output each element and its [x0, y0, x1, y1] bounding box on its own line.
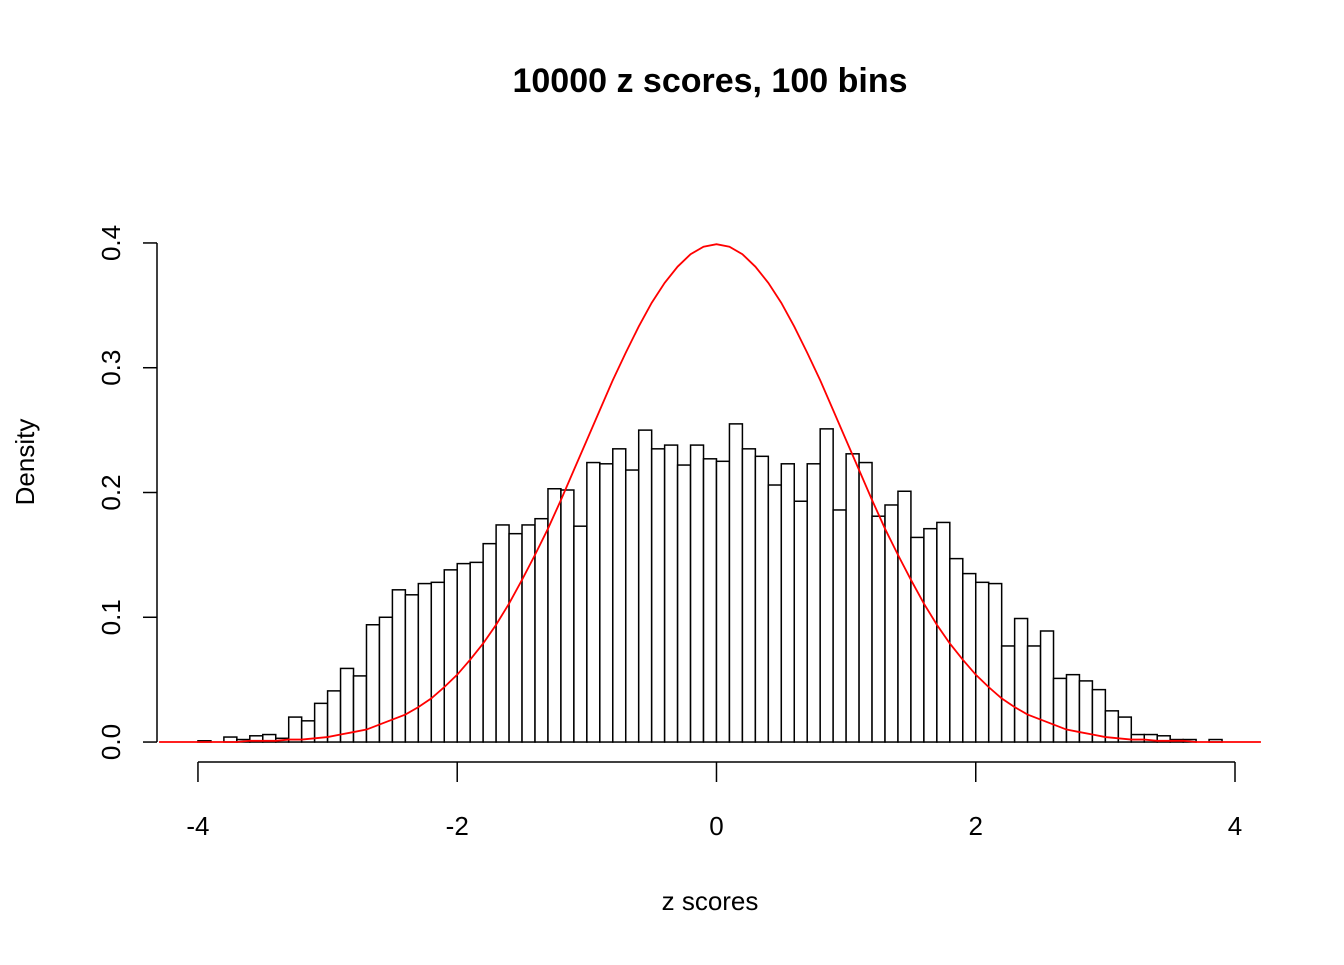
density-curve: [159, 243, 1261, 743]
bar: [897, 490, 912, 743]
y-tick-label: 0.1: [96, 599, 126, 635]
bar: [754, 455, 770, 743]
x-axis-label: z scores: [662, 886, 759, 916]
x-tick-label: 4: [1228, 811, 1242, 841]
y-tick-label: 0.3: [96, 350, 126, 386]
y-tick-label: 0.2: [96, 474, 126, 510]
bar: [482, 542, 497, 743]
y-tick-label: 0.4: [96, 225, 126, 261]
bar: [910, 536, 925, 743]
x-tick-label: -4: [186, 811, 209, 841]
chart-title: 10000 z scores, 100 bins: [512, 62, 907, 100]
bar: [676, 464, 692, 743]
x-tick-label: 0: [709, 811, 723, 841]
bar: [702, 458, 718, 743]
bar: [339, 667, 355, 743]
bar: [858, 461, 873, 743]
bar: [741, 448, 757, 743]
bar: [599, 463, 614, 743]
bar: [974, 581, 990, 743]
bar: [1039, 630, 1055, 743]
bar: [404, 594, 420, 743]
bar: [508, 532, 523, 743]
bar: [767, 484, 783, 743]
bar: [612, 448, 627, 743]
bar: [923, 527, 938, 743]
bar: [845, 453, 860, 743]
bar: [430, 581, 446, 743]
y-axis-label: Density: [10, 419, 40, 506]
bar: [1052, 677, 1068, 743]
bar: [495, 524, 510, 743]
bar: [560, 489, 575, 743]
bar: [1130, 733, 1146, 743]
bar: [1026, 645, 1042, 743]
bar: [586, 461, 601, 743]
bar: [962, 572, 977, 743]
bar: [624, 469, 640, 743]
bar: [871, 515, 886, 743]
bar: [987, 582, 1003, 743]
bar: [456, 562, 471, 743]
bar: [313, 702, 329, 743]
bar: [663, 444, 679, 743]
bar: [689, 444, 705, 743]
bar: [1013, 617, 1029, 743]
bar: [819, 428, 834, 743]
bar: [1117, 716, 1133, 743]
bar: [806, 463, 821, 743]
bar: [573, 525, 588, 743]
bar: [637, 429, 653, 743]
bar: [443, 569, 458, 743]
bar: [793, 500, 808, 743]
y-tick-label: 0.0: [96, 724, 126, 760]
bar: [728, 423, 744, 743]
x-tick-label: 2: [969, 811, 983, 841]
bar: [1000, 645, 1016, 743]
bar: [832, 509, 847, 743]
x-tick-label: -2: [446, 811, 469, 841]
bar: [287, 716, 303, 743]
bar: [417, 582, 433, 743]
bar: [715, 460, 731, 743]
bar: [780, 463, 796, 743]
bar: [936, 521, 951, 743]
bar: [547, 488, 562, 743]
bar: [650, 448, 666, 743]
